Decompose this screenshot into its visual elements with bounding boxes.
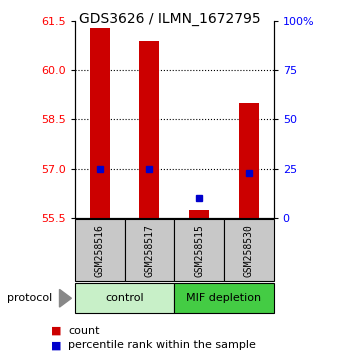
Text: protocol: protocol	[7, 293, 52, 303]
Bar	[239, 103, 259, 218]
Text: GSM258517: GSM258517	[144, 224, 154, 277]
Text: GSM258516: GSM258516	[95, 224, 105, 277]
Text: control: control	[105, 293, 144, 303]
Text: ■: ■	[51, 340, 62, 350]
Text: count: count	[68, 326, 100, 336]
Text: ■: ■	[51, 326, 62, 336]
Text: percentile rank within the sample: percentile rank within the sample	[68, 340, 256, 350]
Text: GSM258530: GSM258530	[244, 224, 254, 277]
Bar	[189, 210, 209, 218]
Text: MIF depletion: MIF depletion	[186, 293, 261, 303]
Text: GSM258515: GSM258515	[194, 224, 204, 277]
Bar	[90, 28, 109, 218]
Bar	[139, 41, 159, 218]
Text: GDS3626 / ILMN_1672795: GDS3626 / ILMN_1672795	[79, 12, 261, 27]
